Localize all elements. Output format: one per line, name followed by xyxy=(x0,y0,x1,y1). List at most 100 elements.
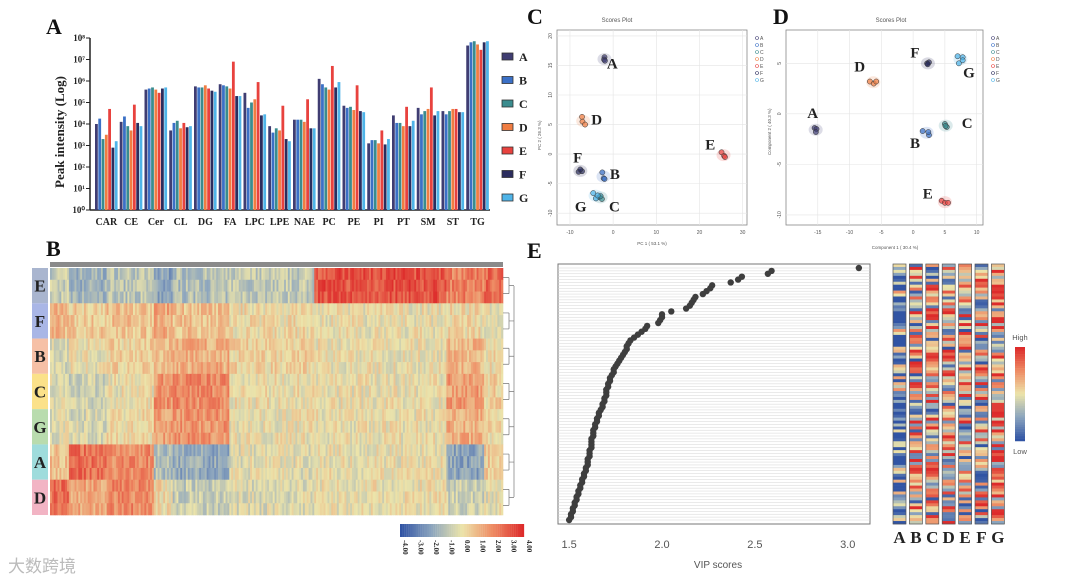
heatmap-cell xyxy=(238,350,241,363)
heatmap-cell xyxy=(438,338,442,351)
heatmap-cell xyxy=(168,268,172,281)
panel-c-title: Scores Plot xyxy=(602,18,633,24)
heatmap-cell xyxy=(97,338,100,351)
heatmap-cell xyxy=(63,503,66,516)
heatmap-cell xyxy=(117,385,121,398)
heatmap-cell xyxy=(289,409,292,422)
bar-B-SM xyxy=(420,114,423,210)
heatmap-cell xyxy=(253,303,257,316)
heatmap-cell xyxy=(397,420,400,433)
heatmap-cell xyxy=(319,338,323,351)
heatmap-cell xyxy=(176,467,179,481)
heatmap-cell xyxy=(259,491,262,504)
heatmap-cell xyxy=(112,350,115,363)
heatmap-cell xyxy=(270,503,274,516)
heatmap-cell xyxy=(221,503,224,516)
heatmap-cell xyxy=(182,362,185,375)
heatmap-cell xyxy=(395,326,398,339)
heatmap-cell xyxy=(216,350,219,363)
heatmap-cell xyxy=(319,503,323,516)
heatmap-cell xyxy=(380,432,383,445)
heatmap-cell xyxy=(240,315,243,328)
heatmap-cell xyxy=(404,397,408,410)
heatmap-cell xyxy=(265,467,268,481)
heatmap-cell xyxy=(182,420,185,433)
heatmap-cell xyxy=(244,432,247,445)
heatmap-cell xyxy=(395,315,398,328)
heatmap-cell xyxy=(365,268,368,281)
heatmap-cell xyxy=(333,279,336,292)
heatmap-cell xyxy=(314,279,317,292)
heatmap-cell xyxy=(486,467,489,481)
heatmap-cell xyxy=(318,291,321,304)
heatmap-cell xyxy=(91,350,94,363)
heatmap-cell xyxy=(329,420,332,433)
heatmap-cell xyxy=(168,303,172,316)
heatmap-cell xyxy=(491,362,494,375)
heatmap-cell xyxy=(329,397,332,410)
heatmap-cell xyxy=(397,338,400,351)
heatmap-cell xyxy=(353,467,357,481)
heatmap-cell xyxy=(167,420,170,433)
heatmap-cell xyxy=(151,503,155,516)
heatmap-cell xyxy=(248,326,251,339)
heatmap-cell xyxy=(484,362,487,375)
heatmap-cell xyxy=(140,456,143,469)
heatmap-cell xyxy=(363,373,366,386)
heatmap-cell xyxy=(376,350,379,363)
heatmap-cell xyxy=(121,444,124,457)
heatmap-cell xyxy=(387,315,391,328)
heatmap-cell xyxy=(442,338,445,351)
heatmap-cell xyxy=(185,373,189,386)
heatmap-cell xyxy=(236,503,240,516)
heatmap-cell xyxy=(167,362,170,375)
heatmap-cell xyxy=(195,397,198,410)
heatmap-cell xyxy=(336,279,340,292)
heatmap-cell xyxy=(393,362,396,375)
heatmap-cell xyxy=(268,491,272,504)
heatmap-cell xyxy=(327,268,330,281)
heatmap-cell xyxy=(108,291,111,304)
heatmap-cell xyxy=(193,326,196,339)
heatmap-cell xyxy=(497,338,500,351)
heatmap-cell xyxy=(280,291,283,304)
heatmap-cell xyxy=(346,444,349,457)
heatmap-cell xyxy=(344,385,347,398)
heatmap-cell xyxy=(159,350,162,363)
heatmap-cell xyxy=(325,279,328,292)
heatmap-cell xyxy=(393,385,396,398)
heatmap-cell xyxy=(182,491,185,504)
heatmap-cell xyxy=(329,326,332,339)
heatmap-cell xyxy=(419,315,423,328)
heatmap-cell xyxy=(161,503,164,516)
heatmap-cell xyxy=(431,362,434,375)
heatmap-cell xyxy=(233,350,236,363)
heatmap-cell xyxy=(306,315,309,328)
heatmap-cell xyxy=(133,397,136,410)
heatmap-cell xyxy=(216,456,219,469)
bar-C-LPE xyxy=(274,128,278,210)
heatmap-cell xyxy=(410,385,413,398)
heatmap-cell xyxy=(450,444,453,457)
heatmap-cell xyxy=(484,291,487,304)
heatmap-cell xyxy=(233,291,236,304)
heatmap-cell xyxy=(467,338,470,351)
heatmap-cell xyxy=(448,338,451,351)
heatmap-cell xyxy=(253,279,257,292)
heatmap-cell xyxy=(57,456,60,469)
heatmap-cell xyxy=(114,291,117,304)
heatmap-cell xyxy=(99,291,102,304)
heatmap-cell xyxy=(287,303,291,316)
heatmap-cell xyxy=(106,315,109,328)
heatmap-cell xyxy=(327,303,330,316)
heatmap-cell xyxy=(312,385,315,398)
heatmap-cell xyxy=(51,409,55,422)
heatmap-cell xyxy=(212,279,215,292)
heatmap-cell xyxy=(489,444,492,457)
heatmap-cell xyxy=(161,432,164,445)
heatmap-cell xyxy=(236,268,240,281)
heatmap-cell xyxy=(382,444,385,457)
heatmap-cell xyxy=(285,291,289,304)
heatmap-cell xyxy=(425,456,428,469)
heatmap-cell xyxy=(112,291,115,304)
